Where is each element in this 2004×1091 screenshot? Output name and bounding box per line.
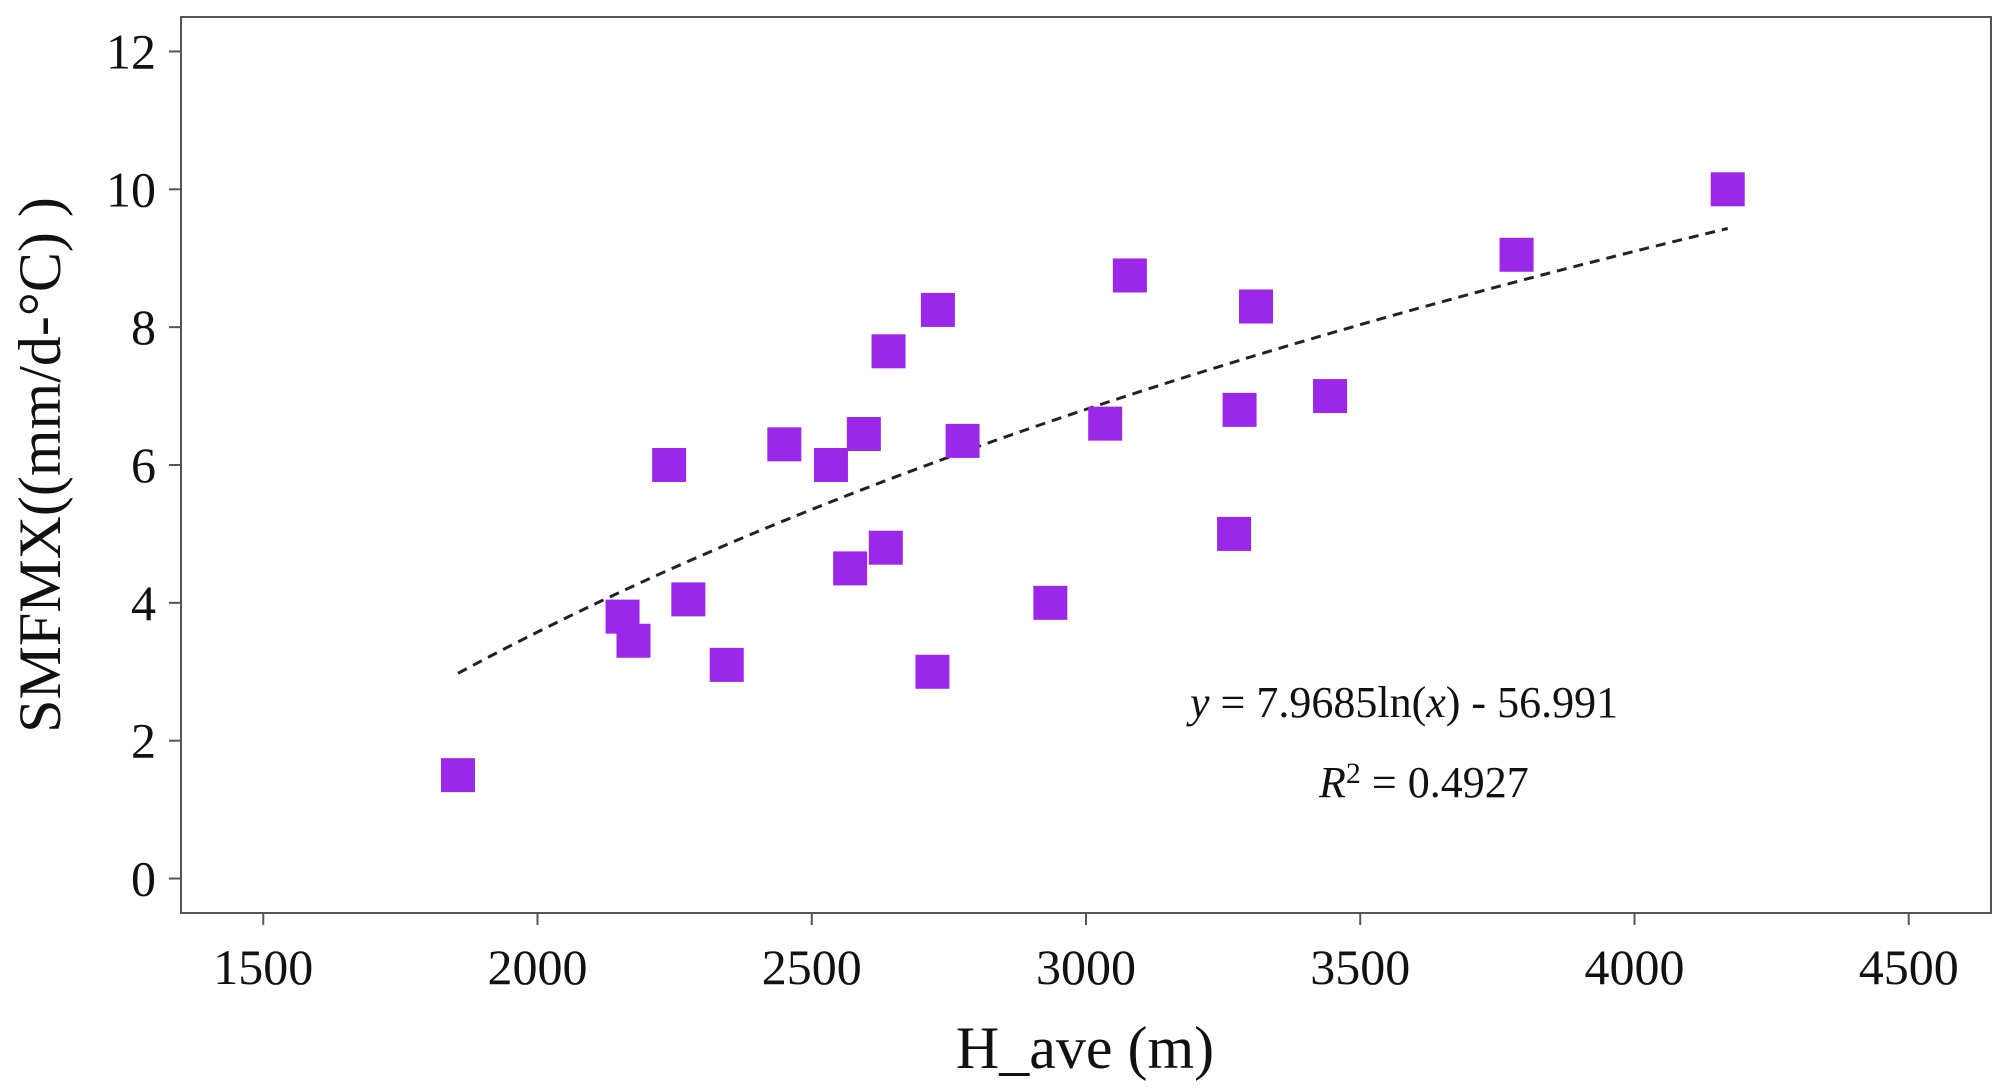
y-tick-label: 12 <box>106 23 156 79</box>
data-point <box>767 427 802 462</box>
y-tick-label: 10 <box>106 161 156 217</box>
data-point <box>813 448 848 482</box>
data-point <box>868 530 903 565</box>
y-tick-label: 0 <box>131 851 156 907</box>
data-point <box>671 582 706 617</box>
data-point <box>920 292 955 327</box>
x-tick-label: 3500 <box>1310 939 1410 995</box>
y-axis-title: SMFMX((mm/d-°C) ) <box>7 197 73 733</box>
y-tick-label: 4 <box>131 575 156 631</box>
data-point <box>1112 258 1147 293</box>
x-tick-label: 1500 <box>213 939 313 995</box>
x-tick-label: 3000 <box>1036 939 1136 995</box>
data-point <box>616 623 651 658</box>
x-tick-label: 4000 <box>1584 939 1684 995</box>
trendline-equation: y = 7.9685ln(x) - 56.991 <box>1186 678 1618 727</box>
data-point <box>709 647 744 682</box>
data-point <box>1088 406 1123 441</box>
data-point <box>915 654 950 689</box>
data-point <box>846 416 881 451</box>
x-axis-title: H_ave (m) <box>956 1015 1214 1081</box>
y-axis-ticks: 0 2 4 6 8 10 12 <box>106 23 181 907</box>
x-tick-label: 2000 <box>488 939 588 995</box>
data-point <box>440 758 475 793</box>
x-axis-ticks: 1500 2000 2500 3000 3500 4000 4500 <box>213 913 1959 995</box>
data-point <box>1222 392 1257 427</box>
r-squared: R2 = 0.4927 <box>1318 757 1529 807</box>
data-point <box>833 551 868 586</box>
x-tick-label: 2500 <box>762 939 862 995</box>
data-point <box>1217 516 1252 551</box>
data-point <box>945 423 980 458</box>
y-tick-label: 6 <box>131 437 156 493</box>
data-points <box>440 172 1745 793</box>
data-point <box>1313 379 1348 414</box>
data-point <box>1033 585 1068 620</box>
data-point <box>1239 289 1274 324</box>
y-tick-label: 8 <box>131 299 156 355</box>
y-tick-label: 2 <box>131 713 156 769</box>
data-point <box>1710 172 1745 207</box>
x-tick-label: 4500 <box>1859 939 1959 995</box>
data-point <box>1499 237 1534 272</box>
data-point <box>652 448 687 482</box>
data-point <box>871 334 906 369</box>
trendline <box>457 227 1729 675</box>
